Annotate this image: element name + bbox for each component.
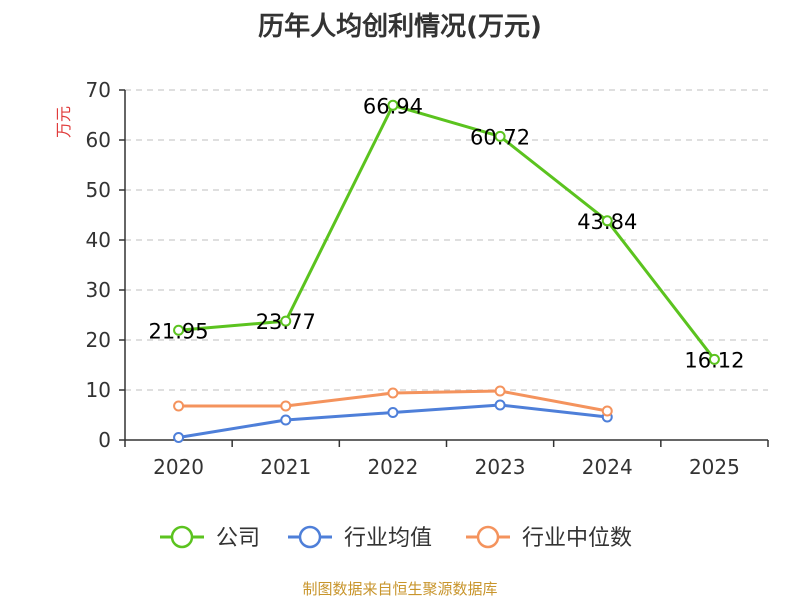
y-tick-label: 70	[86, 78, 111, 102]
data-point	[173, 400, 185, 412]
series-lines	[173, 99, 720, 443]
legend-marker	[476, 525, 500, 549]
x-tick-label: 2023	[475, 455, 526, 479]
data-point	[173, 432, 185, 443]
legend-label: 行业均值	[344, 526, 432, 551]
legend-marker	[298, 525, 322, 549]
data-point	[387, 387, 399, 399]
data-point	[601, 215, 613, 227]
legend: 公司 行业均值 行业中位数	[160, 525, 632, 551]
y-tick-label: 0	[98, 428, 111, 452]
y-tick-label: 60	[86, 128, 111, 152]
axes: 0 10 20 30 40 50 60 70 2020 2021 2022 2023 2024 2025	[86, 78, 769, 479]
data-label: 60.72	[470, 125, 530, 149]
data-point	[280, 315, 292, 327]
series-line-1	[178, 103, 716, 361]
x-tick-label: 2022	[367, 455, 418, 479]
legend-marker	[170, 525, 194, 549]
y-tick-label: 40	[86, 228, 111, 252]
x-tick-label: 2024	[582, 455, 633, 479]
source-note: 制图数据来自恒生聚源数据库	[302, 580, 498, 598]
data-point	[708, 353, 720, 365]
chart-title: 历年人均创利情况(万元)	[258, 12, 542, 42]
legend-label: 公司	[216, 526, 260, 551]
data-point	[387, 407, 399, 418]
data-point	[494, 399, 506, 411]
data-label: 43.84	[577, 210, 637, 234]
x-tick-label: 2025	[689, 455, 740, 479]
y-tick-label: 30	[86, 278, 111, 302]
y-tick-label: 50	[86, 178, 111, 202]
data-point	[601, 405, 613, 417]
x-tick-label: 2021	[260, 455, 311, 479]
data-point	[387, 99, 399, 111]
data-label: 21.95	[149, 319, 209, 343]
x-tick-label: 2020	[153, 455, 204, 479]
data-label: 66.94	[363, 94, 423, 118]
y-tick-label: 20	[86, 328, 111, 352]
legend-label: 行业中位数	[522, 526, 632, 551]
data-point	[494, 130, 506, 142]
data-point	[280, 400, 292, 412]
data-point	[173, 324, 185, 336]
data-label: 16.12	[684, 348, 744, 372]
data-point	[494, 385, 506, 397]
y-axis-label: 万元	[54, 106, 73, 138]
data-label: 23.77	[256, 310, 316, 334]
data-point	[280, 414, 292, 426]
y-tick-label: 10	[86, 378, 111, 402]
data-labels: 21.95 23.77 66.94 60.72 43.84 16.12	[149, 94, 745, 372]
grid-lines	[125, 89, 768, 391]
